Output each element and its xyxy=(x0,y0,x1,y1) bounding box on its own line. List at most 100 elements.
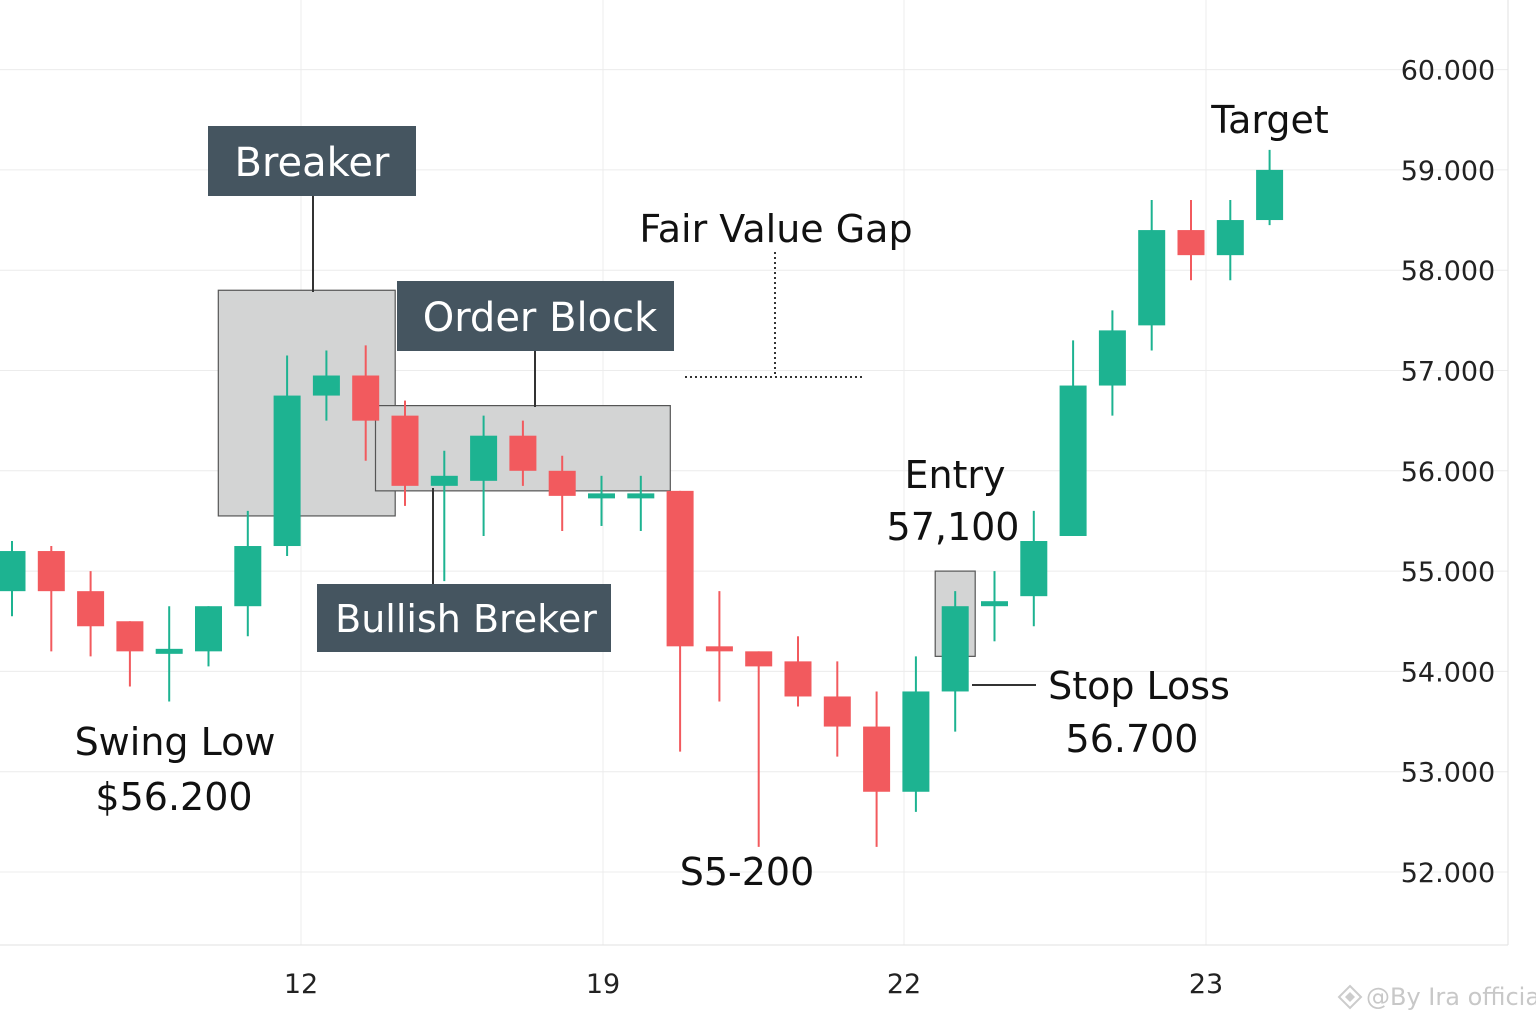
candle xyxy=(116,621,144,687)
x-axis: 12 19 22 23 xyxy=(284,969,1223,1000)
candle-body xyxy=(941,606,969,692)
candle xyxy=(273,355,301,557)
entry-title: Entry xyxy=(904,453,1005,497)
candle xyxy=(352,345,380,461)
candle xyxy=(0,541,26,617)
candle-body xyxy=(863,726,891,792)
watermark-text: @By Ira official xyxy=(1366,983,1536,1011)
y-tick-label: 58.000 xyxy=(1401,256,1495,287)
candle xyxy=(1256,149,1284,226)
candle-body xyxy=(116,621,144,652)
swing-low-value: $56.200 xyxy=(95,775,252,819)
candle xyxy=(588,475,615,526)
candle xyxy=(1059,340,1087,536)
candle-body xyxy=(1177,230,1205,256)
candle-body xyxy=(77,591,105,627)
candle-body xyxy=(430,475,458,486)
candle-body xyxy=(0,551,26,592)
candle-body xyxy=(195,606,222,652)
breaker-label-box xyxy=(208,126,416,196)
stop-loss-title: Stop Loss xyxy=(1048,664,1230,708)
candle xyxy=(745,651,773,847)
x-tick-label: 22 xyxy=(887,969,921,1000)
x-tick-label: 23 xyxy=(1189,969,1223,1000)
candles xyxy=(0,149,1284,847)
candle xyxy=(902,656,930,812)
entry-value: 57,100 xyxy=(887,505,1020,549)
candle xyxy=(627,475,655,531)
candle xyxy=(430,450,458,582)
candle-body xyxy=(981,601,1008,607)
watermark: @By Ira official xyxy=(1337,983,1536,1011)
candle xyxy=(312,350,340,421)
fair-value-gap-label: Fair Value Gap xyxy=(639,207,912,251)
candle xyxy=(1098,310,1126,416)
candle-body xyxy=(745,651,773,667)
candle-body xyxy=(470,435,498,481)
candle-body xyxy=(155,648,183,654)
candle-body xyxy=(902,691,930,792)
candle-body xyxy=(784,661,812,697)
y-tick-label: 60.000 xyxy=(1401,56,1495,87)
candle xyxy=(941,591,969,732)
candle xyxy=(981,571,1008,642)
y-tick-label: 56.000 xyxy=(1401,457,1495,488)
bullish-breaker-label-box xyxy=(317,584,611,652)
candle-body xyxy=(1256,169,1284,221)
candle-body xyxy=(588,493,615,499)
s5-label: S5-200 xyxy=(680,850,815,894)
candle xyxy=(1216,199,1244,281)
swing-low-title: Swing Low xyxy=(75,720,276,764)
x-tick-label: 19 xyxy=(586,969,620,1000)
candle-body xyxy=(1098,330,1126,386)
y-axis: 52.000 53.000 54.000 55.000 56.000 57.000 58.0… xyxy=(1401,56,1495,889)
candle-body xyxy=(37,551,65,592)
candle-body xyxy=(312,375,340,396)
y-tick-label: 57.000 xyxy=(1401,357,1495,388)
candle xyxy=(77,571,105,657)
candle xyxy=(1177,199,1205,281)
bullish-breaker-label: Bullish Breker xyxy=(335,597,597,641)
y-tick-label: 52.000 xyxy=(1401,858,1495,889)
candle-body xyxy=(352,375,380,421)
x-tick-label: 12 xyxy=(284,969,318,1000)
candle xyxy=(548,455,576,531)
candle-body xyxy=(1138,230,1166,326)
candle xyxy=(195,606,222,667)
candle xyxy=(863,691,891,847)
candle xyxy=(705,591,733,702)
y-tick-label: 53.000 xyxy=(1401,758,1495,789)
candle xyxy=(470,415,498,536)
candle-body xyxy=(273,395,301,547)
candle xyxy=(1020,510,1048,627)
candle xyxy=(234,510,262,637)
watermark-logo-icon xyxy=(1337,984,1363,1010)
order-block-label-box xyxy=(397,281,674,351)
stop-loss-value: 56.700 xyxy=(1066,717,1199,761)
candle xyxy=(1138,199,1166,351)
candle-body xyxy=(1020,541,1048,597)
order-block-label: Order Block xyxy=(423,295,658,341)
candle-body xyxy=(234,546,262,607)
candle-body xyxy=(627,493,655,499)
y-tick-label: 59.000 xyxy=(1401,156,1495,187)
y-tick-label: 55.000 xyxy=(1401,557,1495,588)
candle-body xyxy=(823,696,851,727)
candle-body xyxy=(705,646,733,652)
candle xyxy=(391,400,419,506)
candle-body xyxy=(666,490,694,647)
candle xyxy=(784,636,812,707)
candle-body xyxy=(548,470,576,496)
candle-body xyxy=(1059,385,1087,536)
target-label: Target xyxy=(1210,98,1329,142)
candle-body xyxy=(1216,220,1244,256)
candle xyxy=(509,420,537,486)
candle xyxy=(155,606,183,702)
breaker-label: Breaker xyxy=(235,140,390,186)
candle xyxy=(666,490,694,752)
candle-body xyxy=(391,415,419,486)
candle-body xyxy=(509,435,537,471)
annotations: Breaker Order Block Bullish Breker Fair … xyxy=(75,98,1536,1011)
y-tick-label: 54.000 xyxy=(1401,657,1495,688)
